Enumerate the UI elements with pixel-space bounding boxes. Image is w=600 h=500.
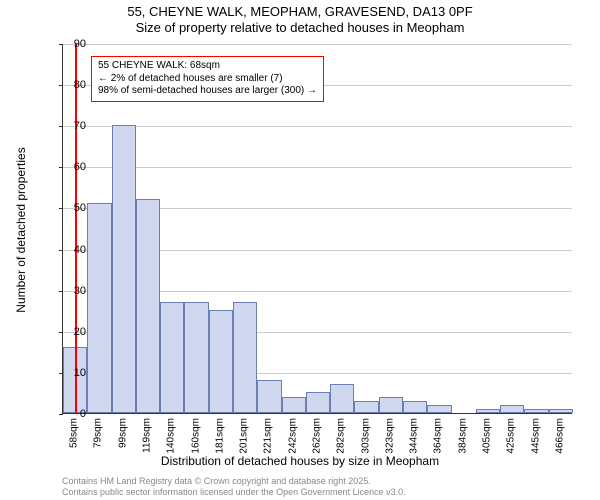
xtick-label: 242sqm bbox=[287, 418, 298, 454]
xtick-label: 79sqm bbox=[93, 418, 104, 448]
xtick-label: 364sqm bbox=[433, 418, 444, 454]
xtick-label: 140sqm bbox=[166, 418, 177, 454]
marker-line bbox=[75, 43, 77, 413]
ytick-label: 70 bbox=[46, 120, 86, 132]
histogram-bar bbox=[160, 302, 184, 413]
xtick-label: 425sqm bbox=[506, 418, 517, 454]
histogram-bar bbox=[112, 125, 136, 413]
histogram-bar bbox=[282, 397, 306, 413]
footer-line-1: Contains HM Land Registry data © Crown c… bbox=[62, 476, 406, 487]
title-line-2: Size of property relative to detached ho… bbox=[0, 20, 600, 36]
xtick-label: 405sqm bbox=[482, 418, 493, 454]
xtick-label: 221sqm bbox=[263, 418, 274, 454]
histogram-bar bbox=[427, 405, 451, 413]
xtick-label: 466sqm bbox=[554, 418, 565, 454]
histogram-bar bbox=[306, 392, 330, 413]
xtick-label: 262sqm bbox=[312, 418, 323, 454]
xtick-label: 384sqm bbox=[457, 418, 468, 454]
xtick-label: 181sqm bbox=[214, 418, 225, 454]
chart-area: 55 CHEYNE WALK: 68sqm← 2% of detached ho… bbox=[62, 44, 572, 414]
annotation-line-3: 98% of semi-detached houses are larger (… bbox=[98, 85, 317, 98]
chart-title: 55, CHEYNE WALK, MEOPHAM, GRAVESEND, DA1… bbox=[0, 0, 600, 37]
histogram-bar bbox=[257, 380, 281, 413]
footer-line-2: Contains public sector information licen… bbox=[62, 487, 406, 498]
histogram-bar bbox=[524, 409, 548, 413]
ytick-label: 90 bbox=[46, 38, 86, 50]
histogram-bar bbox=[330, 384, 354, 413]
histogram-bar bbox=[549, 409, 573, 413]
xtick-label: 303sqm bbox=[360, 418, 371, 454]
xtick-label: 58sqm bbox=[69, 418, 80, 448]
title-line-1: 55, CHEYNE WALK, MEOPHAM, GRAVESEND, DA1… bbox=[0, 4, 600, 20]
xtick-label: 344sqm bbox=[409, 418, 420, 454]
histogram-bar bbox=[87, 203, 111, 413]
histogram-bar bbox=[500, 405, 524, 413]
x-axis-label: Distribution of detached houses by size … bbox=[0, 454, 600, 468]
ytick-label: 30 bbox=[46, 285, 86, 297]
xtick-label: 323sqm bbox=[384, 418, 395, 454]
xtick-label: 445sqm bbox=[530, 418, 541, 454]
footer-attribution: Contains HM Land Registry data © Crown c… bbox=[62, 476, 406, 498]
ytick-label: 40 bbox=[46, 244, 86, 256]
ytick-label: 10 bbox=[46, 367, 86, 379]
histogram-bar bbox=[209, 310, 233, 413]
gridline bbox=[63, 126, 572, 127]
histogram-bar bbox=[184, 302, 208, 413]
ytick-label: 0 bbox=[46, 408, 86, 420]
annotation-line-2: ← 2% of detached houses are smaller (7) bbox=[98, 73, 317, 86]
annotation-box: 55 CHEYNE WALK: 68sqm← 2% of detached ho… bbox=[91, 56, 324, 102]
ytick-label: 60 bbox=[46, 161, 86, 173]
gridline bbox=[63, 167, 572, 168]
histogram-bar bbox=[379, 397, 403, 413]
gridline bbox=[63, 44, 572, 45]
histogram-bar bbox=[476, 409, 500, 413]
xtick-label: 119sqm bbox=[142, 418, 153, 453]
ytick-label: 80 bbox=[46, 79, 86, 91]
xtick-label: 99sqm bbox=[117, 418, 128, 448]
histogram-bar bbox=[136, 199, 160, 413]
histogram-bar bbox=[354, 401, 378, 413]
histogram-bar bbox=[233, 302, 257, 413]
ytick-label: 20 bbox=[46, 326, 86, 338]
histogram-bar bbox=[403, 401, 427, 413]
plot-region: 55 CHEYNE WALK: 68sqm← 2% of detached ho… bbox=[62, 44, 572, 414]
xtick-label: 282sqm bbox=[336, 418, 347, 454]
annotation-line-1: 55 CHEYNE WALK: 68sqm bbox=[98, 60, 317, 73]
ytick-label: 50 bbox=[46, 202, 86, 214]
xtick-label: 160sqm bbox=[190, 418, 201, 454]
xtick-label: 201sqm bbox=[239, 418, 250, 454]
y-axis-label: Number of detached properties bbox=[14, 147, 28, 312]
